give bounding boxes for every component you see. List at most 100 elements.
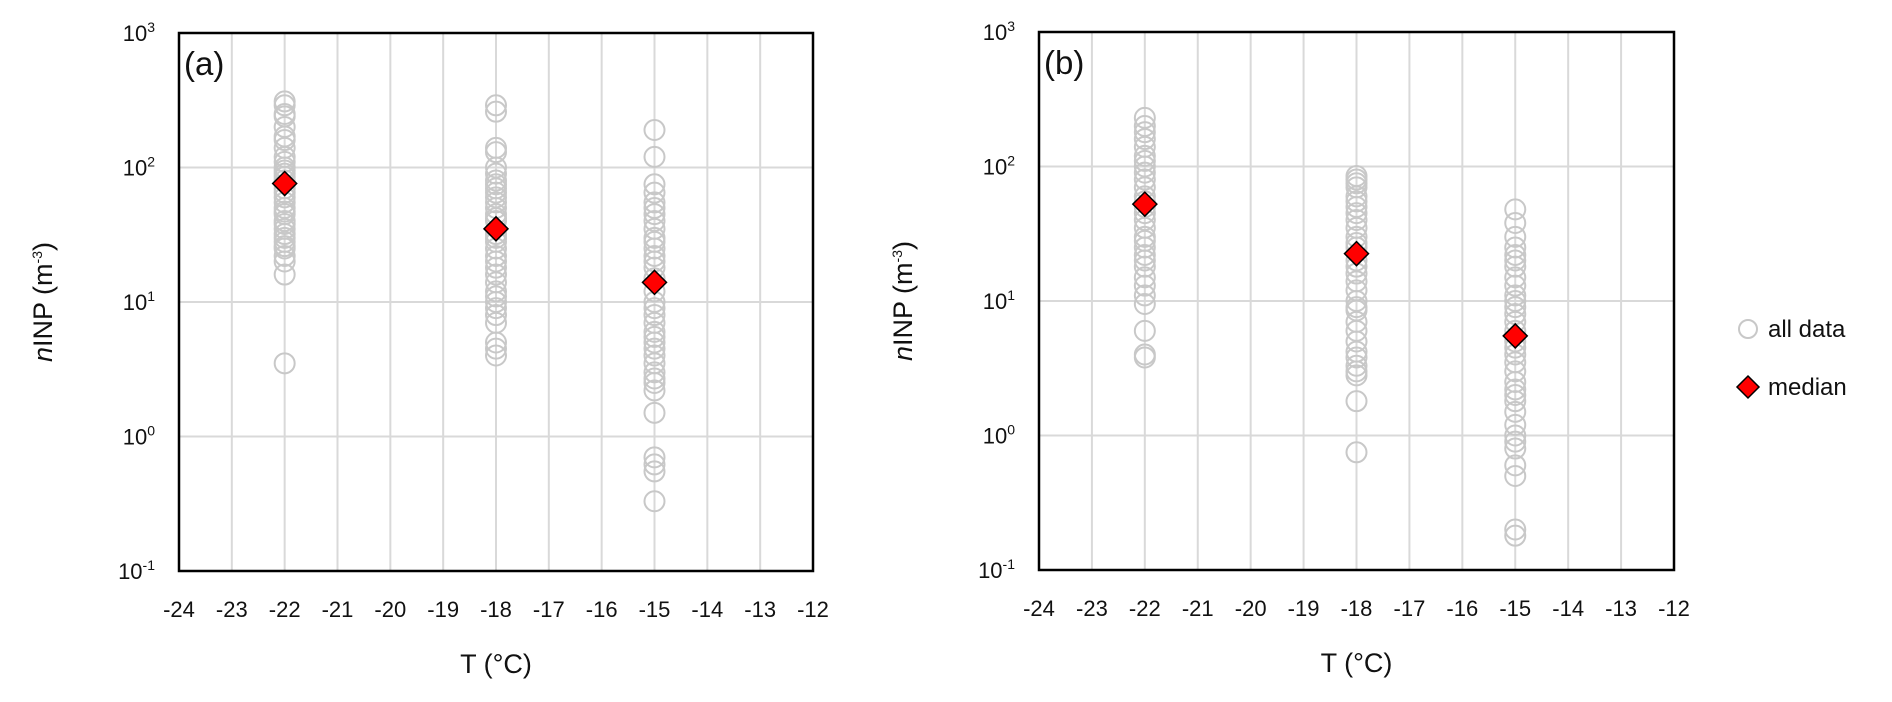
x-tick-label: -14 xyxy=(691,597,723,622)
legend-median-marker xyxy=(1735,374,1761,400)
x-tick-label: -24 xyxy=(1023,596,1055,621)
y-tick-label: 103 xyxy=(123,19,155,46)
data-point xyxy=(1504,274,1527,297)
data-point xyxy=(1133,168,1156,191)
data-point xyxy=(485,263,507,286)
data-point xyxy=(1133,292,1156,315)
x-tick-label: -15 xyxy=(1499,596,1531,621)
data-point xyxy=(643,344,666,367)
data-point xyxy=(1504,437,1527,460)
x-tick-label: -20 xyxy=(374,597,406,622)
data-point xyxy=(1133,284,1156,307)
data-point xyxy=(1504,524,1527,547)
x-tick-label: -19 xyxy=(427,597,459,622)
data-point xyxy=(485,297,507,320)
data-point xyxy=(485,331,507,354)
data-point xyxy=(643,145,666,168)
x-tick-label: -17 xyxy=(1394,596,1426,621)
x-axis-title: T (°C) xyxy=(460,649,532,679)
data-point xyxy=(1133,121,1156,144)
legend-median-label: median xyxy=(1768,374,1847,401)
median-point xyxy=(641,269,668,296)
median-point xyxy=(1343,240,1370,267)
x-tick-label: -22 xyxy=(269,597,301,622)
x-tick-label: -15 xyxy=(639,597,671,622)
data-point xyxy=(643,490,666,513)
x-tick-label: -16 xyxy=(1446,596,1478,621)
data-point xyxy=(643,361,666,384)
data-point xyxy=(643,460,666,483)
panel-label: (a) xyxy=(184,45,224,82)
x-tick-label: -23 xyxy=(216,597,248,622)
data-point xyxy=(1345,185,1368,208)
y-tick-label: 100 xyxy=(123,423,155,450)
data-point xyxy=(273,244,296,267)
legend-all-data-label: all data xyxy=(1768,316,1846,343)
plot-frame xyxy=(1037,30,1676,572)
data-point xyxy=(643,297,666,320)
data-point xyxy=(1133,106,1156,129)
data-point xyxy=(1345,364,1368,387)
data-point xyxy=(1504,249,1527,272)
y-tick-label: 100 xyxy=(983,422,1015,449)
median-point xyxy=(1502,322,1529,349)
y-tick-label: 103 xyxy=(983,18,1015,45)
y-tick-label: 101 xyxy=(983,287,1015,314)
data-point xyxy=(1133,128,1156,151)
data-point xyxy=(1504,296,1527,319)
data-point xyxy=(1504,198,1527,221)
median-point xyxy=(271,170,298,197)
panel-a: -24 -23 -22 -21 -20 -19 -18 -17 -16 -15 -14 -13 -12 1… xyxy=(28,19,829,679)
data-point xyxy=(273,213,296,236)
data-point xyxy=(1345,390,1368,413)
data-point xyxy=(485,337,507,360)
x-tick-label: -13 xyxy=(1605,596,1637,621)
data-point xyxy=(1133,346,1156,369)
data-point xyxy=(1345,202,1368,225)
legend: all data median xyxy=(1735,316,1847,401)
data-point xyxy=(273,94,296,117)
x-tick-label: -24 xyxy=(163,597,195,622)
panel-b: -24 -23 -22 -21 -20 -19 -18 -17 -16 -15 -14 -13 -12 1… xyxy=(888,18,1690,678)
data-point xyxy=(485,94,507,117)
x-tick-label: -12 xyxy=(797,597,829,622)
data-point xyxy=(643,181,666,204)
x-tick-label: -22 xyxy=(1129,596,1161,621)
y-tick-label: 102 xyxy=(983,153,1015,180)
data-point xyxy=(273,237,296,260)
data-point xyxy=(485,344,507,367)
data-point xyxy=(485,304,507,327)
data-point xyxy=(1345,330,1368,353)
data-point xyxy=(643,244,666,267)
data-point xyxy=(1504,360,1527,383)
data-point xyxy=(643,401,666,424)
data-point xyxy=(1504,243,1527,266)
data-point xyxy=(643,337,666,360)
data-point xyxy=(1345,354,1368,377)
x-tick-label: -18 xyxy=(1341,596,1373,621)
data-point xyxy=(485,285,507,308)
x-tick-label: -12 xyxy=(1658,596,1690,621)
data-point xyxy=(1504,518,1527,541)
data-point xyxy=(273,129,296,152)
data-point xyxy=(1133,144,1156,167)
data-point xyxy=(643,304,666,327)
data-point xyxy=(1504,390,1527,413)
data-point xyxy=(643,379,666,402)
data-point xyxy=(273,250,296,273)
y-tick-label: 10-1 xyxy=(978,556,1015,583)
data-point xyxy=(1504,400,1527,423)
data-point xyxy=(1345,346,1368,369)
x-tick-label: -18 xyxy=(480,597,512,622)
y-tick-label: 10-1 xyxy=(118,557,155,584)
data-point xyxy=(1504,212,1527,235)
data-point xyxy=(1504,454,1527,477)
x-tick-label: -23 xyxy=(1076,596,1108,621)
median-point xyxy=(482,215,510,242)
data-point xyxy=(1504,378,1527,401)
x-tick-label: -17 xyxy=(533,597,565,622)
data-point xyxy=(485,244,507,267)
data-point xyxy=(1504,225,1527,248)
data-point xyxy=(485,280,507,303)
